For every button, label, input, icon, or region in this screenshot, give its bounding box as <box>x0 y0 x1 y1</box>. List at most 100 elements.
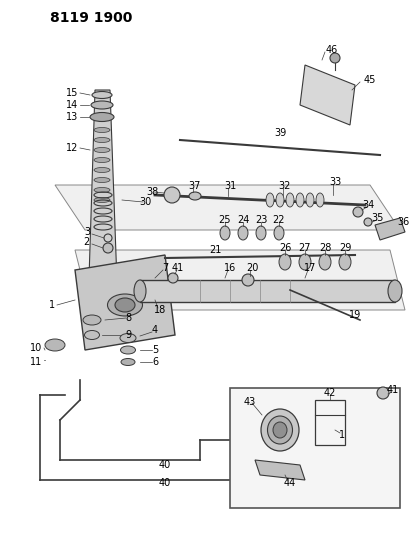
Ellipse shape <box>295 193 303 207</box>
Text: 17: 17 <box>303 263 315 273</box>
Ellipse shape <box>265 193 273 207</box>
Text: 30: 30 <box>139 197 151 207</box>
Ellipse shape <box>120 346 135 354</box>
Text: 5: 5 <box>151 345 158 355</box>
Ellipse shape <box>120 334 136 343</box>
Ellipse shape <box>94 177 110 182</box>
Text: 26: 26 <box>278 243 290 253</box>
Text: 10: 10 <box>30 343 42 353</box>
Circle shape <box>329 53 339 63</box>
Ellipse shape <box>91 101 113 109</box>
Text: 23: 23 <box>254 215 267 225</box>
Text: 22: 22 <box>272 215 285 225</box>
Text: 44: 44 <box>283 478 295 488</box>
Ellipse shape <box>315 193 323 207</box>
Ellipse shape <box>94 188 110 192</box>
Text: 36: 36 <box>396 217 408 227</box>
Text: 14: 14 <box>65 100 78 110</box>
Text: 1: 1 <box>49 300 55 310</box>
Ellipse shape <box>94 148 110 152</box>
Text: 25: 25 <box>218 215 231 225</box>
Ellipse shape <box>94 198 110 203</box>
Text: 15: 15 <box>65 88 78 98</box>
Ellipse shape <box>94 138 110 142</box>
Ellipse shape <box>261 409 298 451</box>
Ellipse shape <box>94 157 110 163</box>
Text: 40: 40 <box>159 460 171 470</box>
Text: 24: 24 <box>236 215 249 225</box>
Text: 21: 21 <box>208 245 220 255</box>
Text: 35: 35 <box>371 213 383 223</box>
Ellipse shape <box>278 254 290 270</box>
Text: 41: 41 <box>171 263 184 273</box>
Polygon shape <box>299 65 354 125</box>
Ellipse shape <box>298 254 310 270</box>
Text: 6: 6 <box>152 357 158 367</box>
Polygon shape <box>55 185 399 230</box>
Circle shape <box>104 234 112 242</box>
Circle shape <box>376 387 388 399</box>
Text: 11: 11 <box>30 357 42 367</box>
Text: 40: 40 <box>159 478 171 488</box>
Text: 4: 4 <box>152 325 158 335</box>
Ellipse shape <box>90 112 114 122</box>
Text: 34: 34 <box>361 200 373 210</box>
Circle shape <box>168 273 178 283</box>
Text: 29: 29 <box>338 243 351 253</box>
Polygon shape <box>75 250 404 310</box>
Text: 33: 33 <box>328 177 340 187</box>
Text: 38: 38 <box>146 187 158 197</box>
Text: 39: 39 <box>273 128 285 138</box>
Text: 43: 43 <box>243 397 256 407</box>
Ellipse shape <box>338 254 350 270</box>
Circle shape <box>363 218 371 226</box>
Ellipse shape <box>94 167 110 173</box>
Ellipse shape <box>255 226 265 240</box>
Circle shape <box>352 207 362 217</box>
Ellipse shape <box>83 315 101 325</box>
Ellipse shape <box>275 193 283 207</box>
Text: 7: 7 <box>162 263 168 273</box>
Text: 42: 42 <box>323 388 335 398</box>
Text: 27: 27 <box>298 243 310 253</box>
Text: 9: 9 <box>125 330 131 340</box>
Text: 19: 19 <box>348 310 360 320</box>
Bar <box>229 388 399 508</box>
Polygon shape <box>88 90 118 310</box>
Ellipse shape <box>285 193 293 207</box>
Text: 13: 13 <box>65 112 78 122</box>
Text: 20: 20 <box>245 263 258 273</box>
Text: 45: 45 <box>363 75 375 85</box>
Text: 16: 16 <box>223 263 236 273</box>
Text: 2: 2 <box>83 237 90 247</box>
Text: 8119 1900: 8119 1900 <box>50 11 132 25</box>
Text: 32: 32 <box>278 181 290 191</box>
Ellipse shape <box>267 416 292 444</box>
Ellipse shape <box>115 298 135 312</box>
Bar <box>139 280 394 302</box>
Ellipse shape <box>189 192 200 200</box>
Ellipse shape <box>84 330 99 340</box>
Ellipse shape <box>387 280 401 302</box>
Ellipse shape <box>92 92 112 99</box>
Ellipse shape <box>273 226 283 240</box>
Ellipse shape <box>107 294 142 316</box>
Text: 1: 1 <box>338 430 344 440</box>
Ellipse shape <box>220 226 229 240</box>
Text: 12: 12 <box>65 143 78 153</box>
Text: 41: 41 <box>386 385 398 395</box>
Polygon shape <box>75 255 175 350</box>
Ellipse shape <box>318 254 330 270</box>
Text: 8: 8 <box>125 313 131 323</box>
Ellipse shape <box>121 359 135 366</box>
Circle shape <box>103 243 113 253</box>
Text: 3: 3 <box>84 227 90 237</box>
Ellipse shape <box>237 226 247 240</box>
Ellipse shape <box>94 127 110 133</box>
Polygon shape <box>374 218 404 240</box>
Ellipse shape <box>272 422 286 438</box>
Ellipse shape <box>305 193 313 207</box>
Text: 28: 28 <box>318 243 330 253</box>
Ellipse shape <box>45 339 65 351</box>
Text: 37: 37 <box>189 181 201 191</box>
